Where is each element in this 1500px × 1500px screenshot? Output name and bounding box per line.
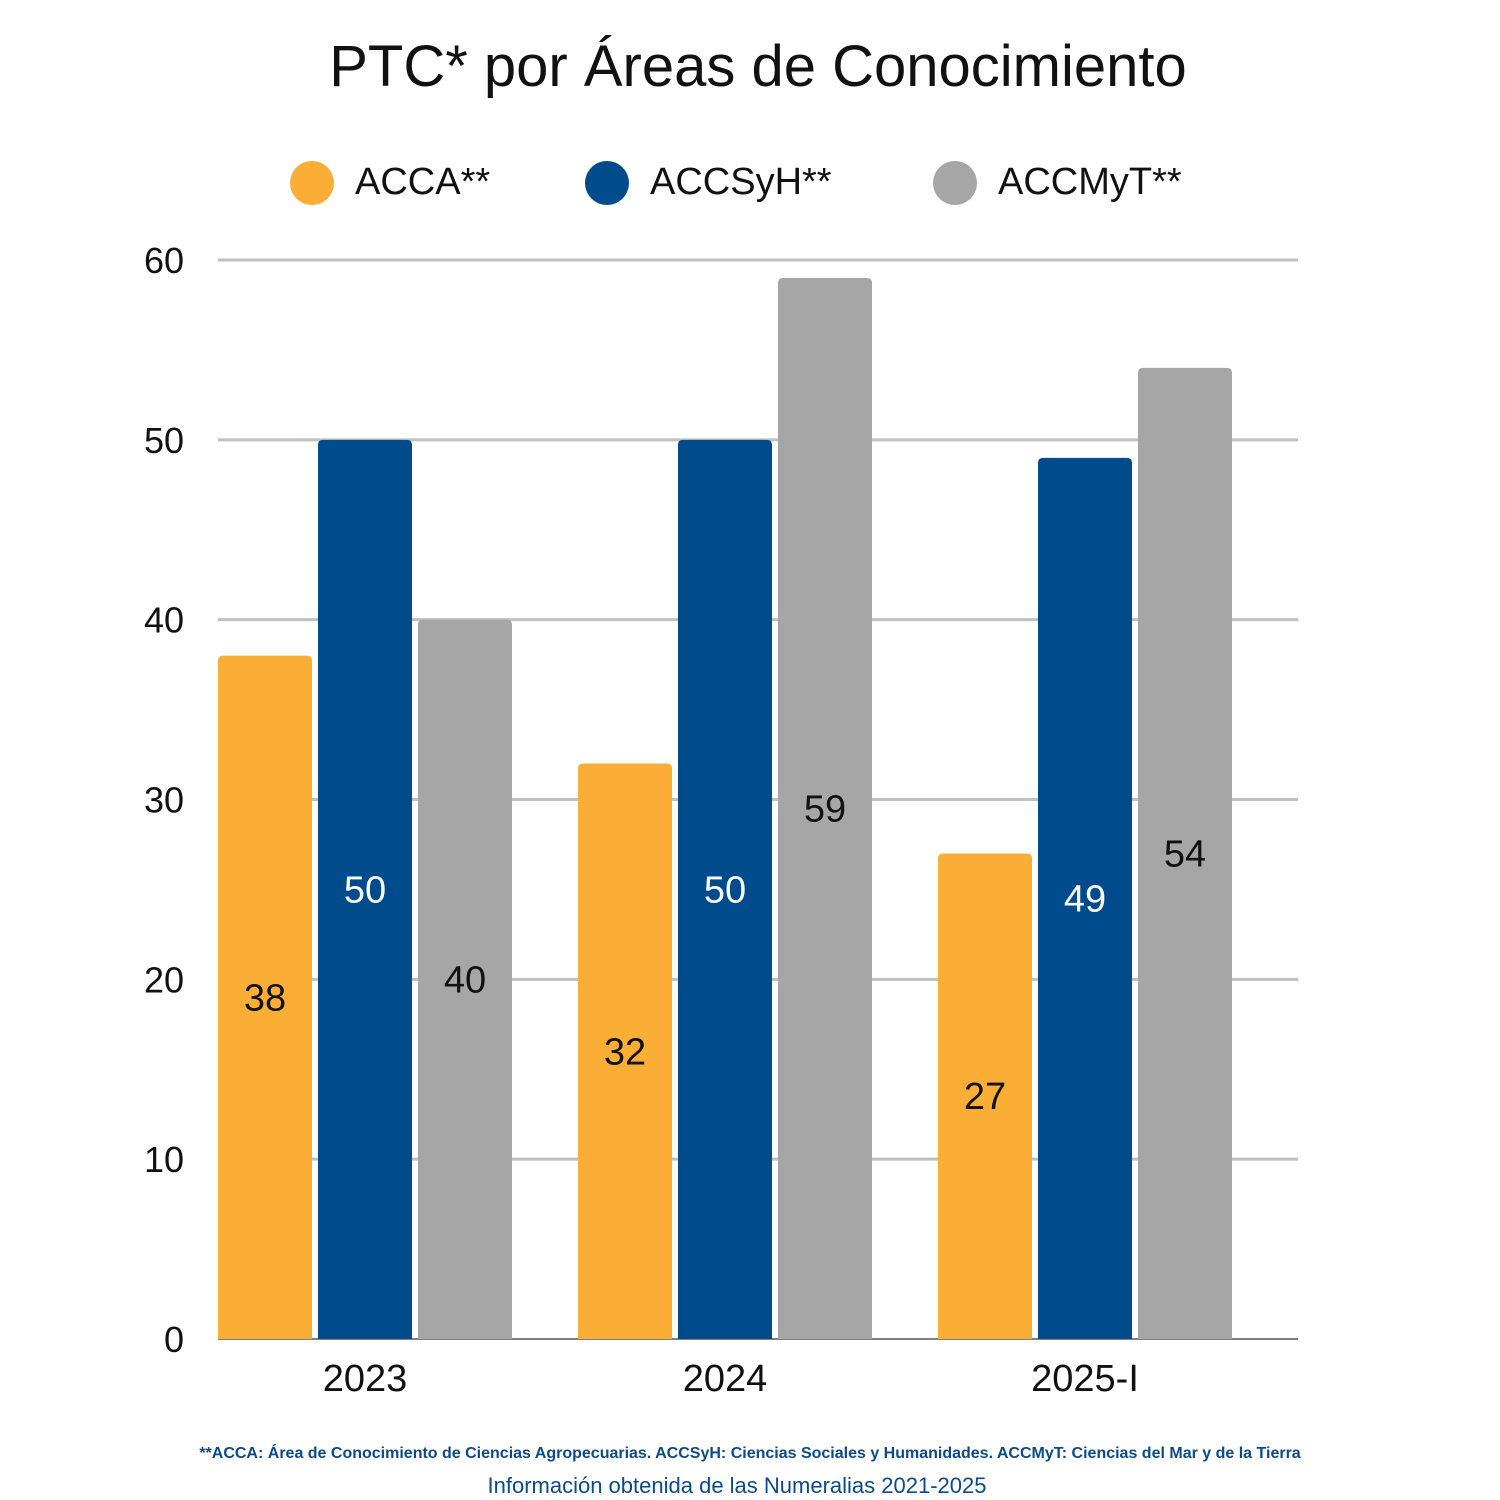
legend-swatch	[585, 161, 629, 205]
data-labels: 38 50 40 32 50 59 27 49 54	[244, 788, 1206, 1118]
x-tick-label: 2025-I	[1031, 1358, 1139, 1400]
legend-label: ACCSyH**	[650, 161, 832, 203]
data-label: 27	[964, 1076, 1006, 1118]
x-axis: 2023 2024 2025-I	[323, 1358, 1139, 1400]
y-tick-label: 40	[144, 600, 184, 641]
bar	[778, 277, 872, 1339]
y-tick-label: 50	[144, 420, 184, 461]
legend-swatch	[933, 161, 977, 205]
data-label: 38	[244, 977, 286, 1019]
bar	[678, 439, 772, 1339]
bar	[418, 619, 512, 1339]
x-tick-label: 2023	[323, 1358, 408, 1400]
chart-title: PTC* por Áreas de Conocimiento	[329, 34, 1187, 99]
data-label: 59	[804, 788, 846, 830]
bar	[218, 655, 312, 1339]
data-label: 50	[704, 869, 746, 911]
legend: ACCA** ACCSyH** ACCMyT**	[290, 161, 1182, 205]
y-tick-label: 20	[144, 959, 184, 1000]
legend-label: ACCMyT**	[998, 161, 1182, 203]
bars	[218, 277, 1232, 1340]
y-tick-label: 0	[164, 1319, 184, 1360]
legend-label: ACCA**	[355, 161, 490, 203]
bar	[578, 763, 672, 1339]
data-label: 49	[1064, 878, 1106, 920]
data-label: 50	[344, 869, 386, 911]
bar	[938, 853, 1032, 1339]
data-label: 32	[604, 1031, 646, 1073]
y-axis: 0 10 20 30 40 50 60	[144, 240, 184, 1360]
footnote: **ACCA: Área de Conocimiento de Ciencias…	[199, 1443, 1300, 1462]
x-tick-label: 2024	[683, 1358, 768, 1400]
legend-swatch	[290, 161, 334, 205]
data-label: 40	[444, 959, 486, 1001]
bar	[1038, 457, 1132, 1340]
bar	[1138, 367, 1232, 1339]
data-label: 54	[1164, 833, 1206, 875]
y-tick-label: 10	[144, 1139, 184, 1180]
y-tick-label: 60	[144, 240, 184, 281]
y-tick-label: 30	[144, 780, 184, 821]
bar	[318, 439, 412, 1339]
source-note: Información obtenida de las Numeralias 2…	[488, 1473, 987, 1498]
